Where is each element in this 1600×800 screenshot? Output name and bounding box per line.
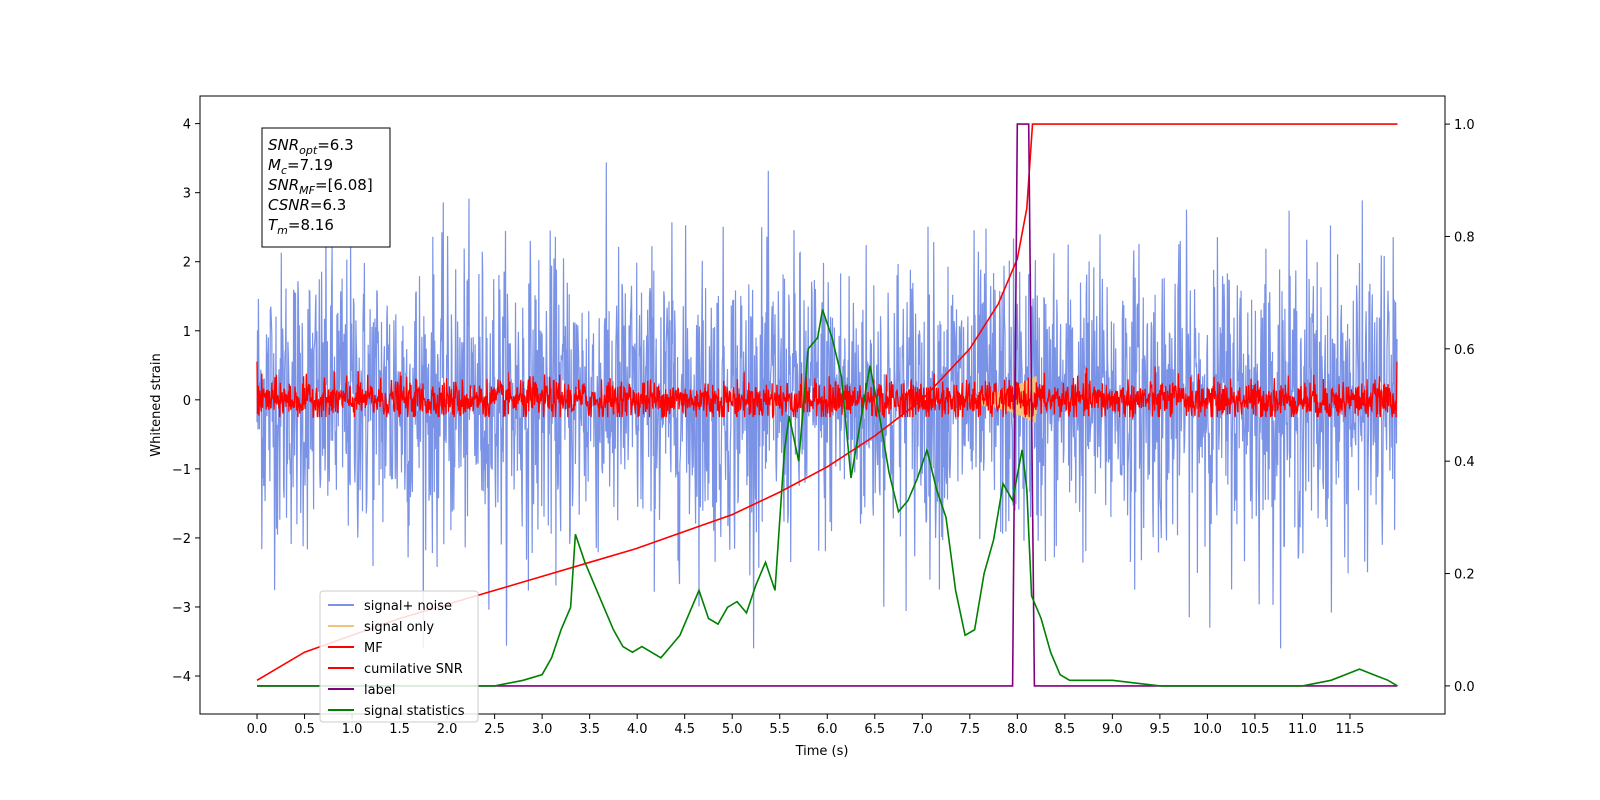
y-right-tick-label: 0.0 — [1454, 680, 1475, 695]
y-tick-label: −1 — [172, 463, 191, 478]
legend-label: signal+ noise — [364, 599, 452, 614]
x-tick-label: 9.0 — [1102, 722, 1123, 737]
x-tick-label: 6.5 — [864, 722, 885, 737]
y-tick-label: −3 — [172, 601, 191, 616]
y-right-tick-label: 1.0 — [1454, 118, 1475, 133]
y-tick-label: 1 — [183, 325, 191, 340]
series-mf — [256, 361, 1398, 419]
series-label — [257, 123, 1398, 687]
stats-line: CSNR=6.3 — [268, 196, 346, 214]
x-tick-label: 3.5 — [579, 722, 600, 737]
x-tick-label: 2.0 — [437, 722, 458, 737]
x-tick-label: 1.0 — [342, 722, 363, 737]
x-tick-label: 10.0 — [1193, 722, 1222, 737]
legend-label: MF — [364, 641, 383, 656]
stats-line: SNRMF=[6.08] — [268, 176, 373, 197]
legend-label: label — [364, 683, 395, 698]
x-axis-label: Time (s) — [795, 744, 849, 759]
y-tick-label: 2 — [183, 256, 191, 271]
stats-line: SNRopt=6.3 — [268, 136, 354, 157]
series-signal-noise — [256, 162, 1398, 649]
stats-line: Tm=8.16 — [268, 216, 334, 237]
y-tick-label: −4 — [172, 670, 191, 685]
y-tick-label: 0 — [183, 394, 191, 409]
x-tick-label: 7.0 — [912, 722, 933, 737]
x-tick-label: 1.5 — [389, 722, 410, 737]
x-tick-label: 5.5 — [769, 722, 790, 737]
x-tick-label: 11.0 — [1288, 722, 1317, 737]
series-signal-statistics — [257, 309, 1398, 687]
ticks-layer: 0.0 0.5 1.0 1.5 2.0 2.5 3.0 3.5 4.0 4.5 5.0 5.5 6.0 6… — [172, 118, 1475, 737]
x-tick-label: 8.0 — [1007, 722, 1028, 737]
x-tick-label: 4.0 — [627, 722, 648, 737]
x-tick-label: 2.5 — [484, 722, 505, 737]
legend-label: signal statistics — [364, 704, 465, 719]
y-right-tick-label: 0.2 — [1454, 568, 1475, 583]
y-tick-label: 3 — [183, 187, 191, 202]
y-right-tick-label: 0.6 — [1454, 343, 1475, 358]
legend-label: signal only — [364, 620, 434, 635]
y-right-tick-label: 0.8 — [1454, 230, 1475, 245]
legend-frame — [319, 590, 479, 723]
y-tick-label: 4 — [183, 118, 191, 133]
x-tick-label: 6.0 — [817, 722, 838, 737]
x-tick-label: 5.0 — [722, 722, 743, 737]
x-tick-label: 4.5 — [674, 722, 695, 737]
plot-frame — [199, 95, 1446, 715]
y-axis-label: Whitened strain — [149, 353, 164, 456]
x-tick-label: 10.5 — [1240, 722, 1269, 737]
x-tick-label: 7.5 — [959, 722, 980, 737]
y-tick-label: −2 — [172, 532, 191, 547]
stats-line: Mc=7.19 — [268, 156, 333, 177]
x-tick-label: 3.0 — [532, 722, 553, 737]
stats-box-frame — [261, 127, 391, 248]
legend: signal+ noise signal only MF cumilative SNR… — [319, 590, 479, 723]
x-tick-label: 0.5 — [294, 722, 315, 737]
x-tick-label: 0.0 — [247, 722, 268, 737]
legend-label: cumilative SNR — [364, 662, 463, 677]
x-tick-label: 11.5 — [1335, 722, 1364, 737]
x-tick-label: 8.5 — [1055, 722, 1076, 737]
x-tick-label: 9.5 — [1150, 722, 1171, 737]
y-right-tick-label: 0.4 — [1454, 455, 1475, 470]
